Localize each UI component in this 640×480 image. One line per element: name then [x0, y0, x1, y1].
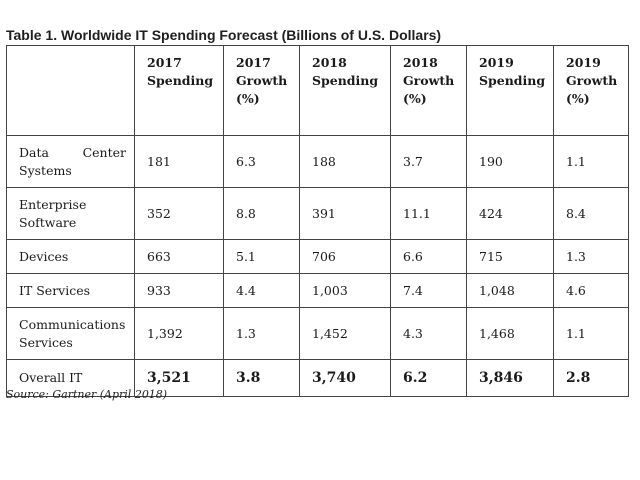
- row-label-line-2: Systems: [19, 162, 72, 178]
- cell-2018-spending: 188: [299, 135, 391, 188]
- row-label-line-2: Software: [19, 214, 77, 230]
- header-cell-segment: [6, 45, 135, 136]
- cell-2017-spending: 352: [134, 187, 224, 240]
- cell-2019-spending: 3,846: [466, 359, 554, 397]
- table-row-communications-services: Communications Services 1,392 1.3 1,452 4…: [6, 307, 629, 360]
- cell-2018-spending: 391: [299, 187, 391, 240]
- table-row-overall-it: Overall IT 3,521 3.8 3,740 6.2 3,846 2.8: [6, 359, 629, 397]
- header-row: 2017 Spending 2017 Growth (%) 2018 Spend…: [6, 45, 629, 136]
- header-cell-2017-spending: 2017 Spending: [134, 45, 224, 136]
- cell-2018-growth: 3.7: [390, 135, 467, 188]
- cell-2018-growth: 4.3: [390, 307, 467, 360]
- cell-2017-spending: 3,521: [134, 359, 224, 397]
- row-label-overall-it: Overall IT: [6, 359, 135, 397]
- cell-2019-spending: 424: [466, 187, 554, 240]
- cell-2017-spending: 1,392: [134, 307, 224, 360]
- table-caption: Table 1. Worldwide IT Spending Forecast …: [6, 27, 442, 43]
- cell-2018-growth: 7.4: [390, 273, 467, 308]
- cell-2019-growth: 1.1: [553, 135, 629, 188]
- header-cell-2018-spending: 2018 Spending: [299, 45, 391, 136]
- it-spending-table: 2017 Spending 2017 Growth (%) 2018 Spend…: [6, 45, 629, 397]
- cell-2018-growth: 6.2: [390, 359, 467, 397]
- cell-2018-growth: 6.6: [390, 239, 467, 274]
- cell-2019-growth: 2.8: [553, 359, 629, 397]
- header-cell-2018-growth: 2018 Growth (%): [390, 45, 467, 136]
- cell-2018-spending: 706: [299, 239, 391, 274]
- row-label-line-1: Data Center: [19, 144, 126, 160]
- header-cell-2019-spending: 2019 Spending: [466, 45, 554, 136]
- cell-2017-growth: 8.8: [223, 187, 300, 240]
- row-label-line-2: Services: [19, 334, 73, 350]
- row-label-it-services: IT Services: [6, 273, 135, 308]
- cell-2017-growth: 5.1: [223, 239, 300, 274]
- cell-2019-spending: 715: [466, 239, 554, 274]
- cell-2017-growth: 6.3: [223, 135, 300, 188]
- cell-2019-growth: 4.6: [553, 273, 629, 308]
- row-label-line-1: Communications: [19, 316, 126, 332]
- row-label-devices: Devices: [6, 239, 135, 274]
- cell-2017-spending: 933: [134, 273, 224, 308]
- table-row-data-center-systems: Data Center Systems 181 6.3 188 3.7 190 1…: [6, 135, 629, 188]
- cell-2019-growth: 1.1: [553, 307, 629, 360]
- table-row-enterprise-software: Enterprise Software 352 8.8 391 11.1 424 …: [6, 187, 629, 240]
- header-cell-2017-growth: 2017 Growth (%): [223, 45, 300, 136]
- cell-2018-growth: 11.1: [390, 187, 467, 240]
- cell-2017-growth: 1.3: [223, 307, 300, 360]
- cell-2019-growth: 8.4: [553, 187, 629, 240]
- cell-2017-growth: 4.4: [223, 273, 300, 308]
- table-row-devices: Devices 663 5.1 706 6.6 715 1.3: [6, 239, 629, 274]
- cell-2019-growth: 1.3: [553, 239, 629, 274]
- header-cell-2019-growth: 2019 Growth (%): [553, 45, 629, 136]
- row-label-communications-services: Communications Services: [6, 307, 135, 360]
- row-label-line-1: Enterprise: [19, 196, 87, 212]
- cell-2017-spending: 663: [134, 239, 224, 274]
- table-row-it-services: IT Services 933 4.4 1,003 7.4 1,048 4.6: [6, 273, 629, 308]
- cell-2017-growth: 3.8: [223, 359, 300, 397]
- cell-2017-spending: 181: [134, 135, 224, 188]
- source-note: Source: Gartner (April 2018): [6, 388, 168, 401]
- cell-2019-spending: 190: [466, 135, 554, 188]
- cell-2018-spending: 1,452: [299, 307, 391, 360]
- cell-2019-spending: 1,468: [466, 307, 554, 360]
- cell-2019-spending: 1,048: [466, 273, 554, 308]
- row-label-data-center-systems: Data Center Systems: [6, 135, 135, 188]
- cell-2018-spending: 3,740: [299, 359, 391, 397]
- cell-2018-spending: 1,003: [299, 273, 391, 308]
- row-label-enterprise-software: Enterprise Software: [6, 187, 135, 240]
